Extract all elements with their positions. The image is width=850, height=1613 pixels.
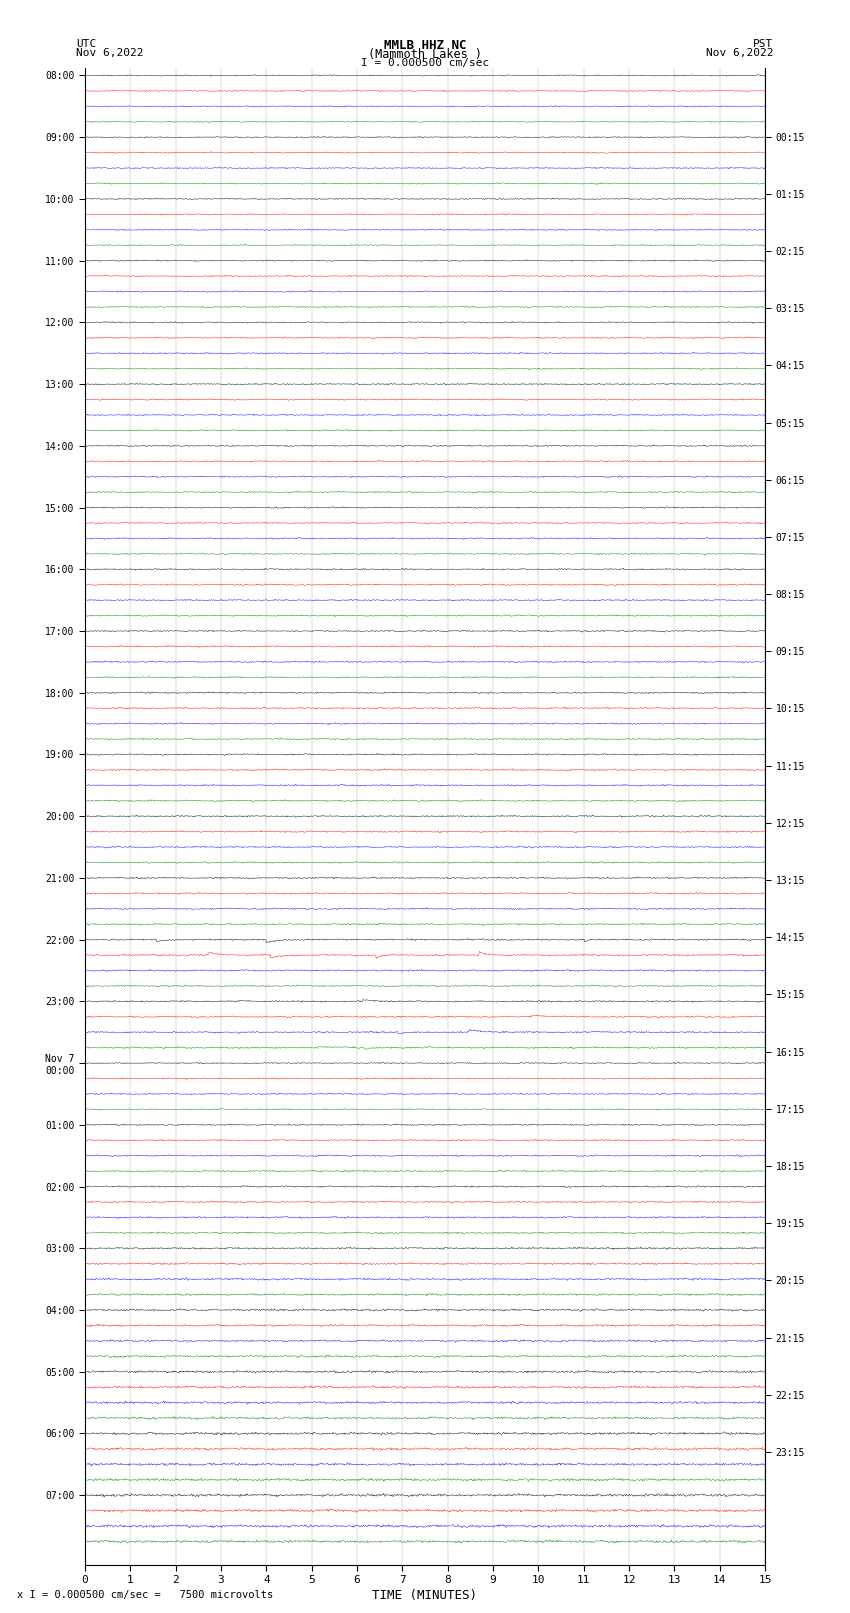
Text: x I = 0.000500 cm/sec =   7500 microvolts: x I = 0.000500 cm/sec = 7500 microvolts: [17, 1590, 273, 1600]
Text: (Mammoth Lakes ): (Mammoth Lakes ): [368, 48, 482, 61]
Text: UTC: UTC: [76, 39, 97, 48]
Text: I = 0.000500 cm/sec: I = 0.000500 cm/sec: [361, 58, 489, 68]
X-axis label: TIME (MINUTES): TIME (MINUTES): [372, 1589, 478, 1602]
Text: PST: PST: [753, 39, 774, 48]
Text: Nov 6,2022: Nov 6,2022: [76, 48, 144, 58]
Text: MMLB HHZ NC: MMLB HHZ NC: [383, 39, 467, 52]
Text: Nov 6,2022: Nov 6,2022: [706, 48, 774, 58]
